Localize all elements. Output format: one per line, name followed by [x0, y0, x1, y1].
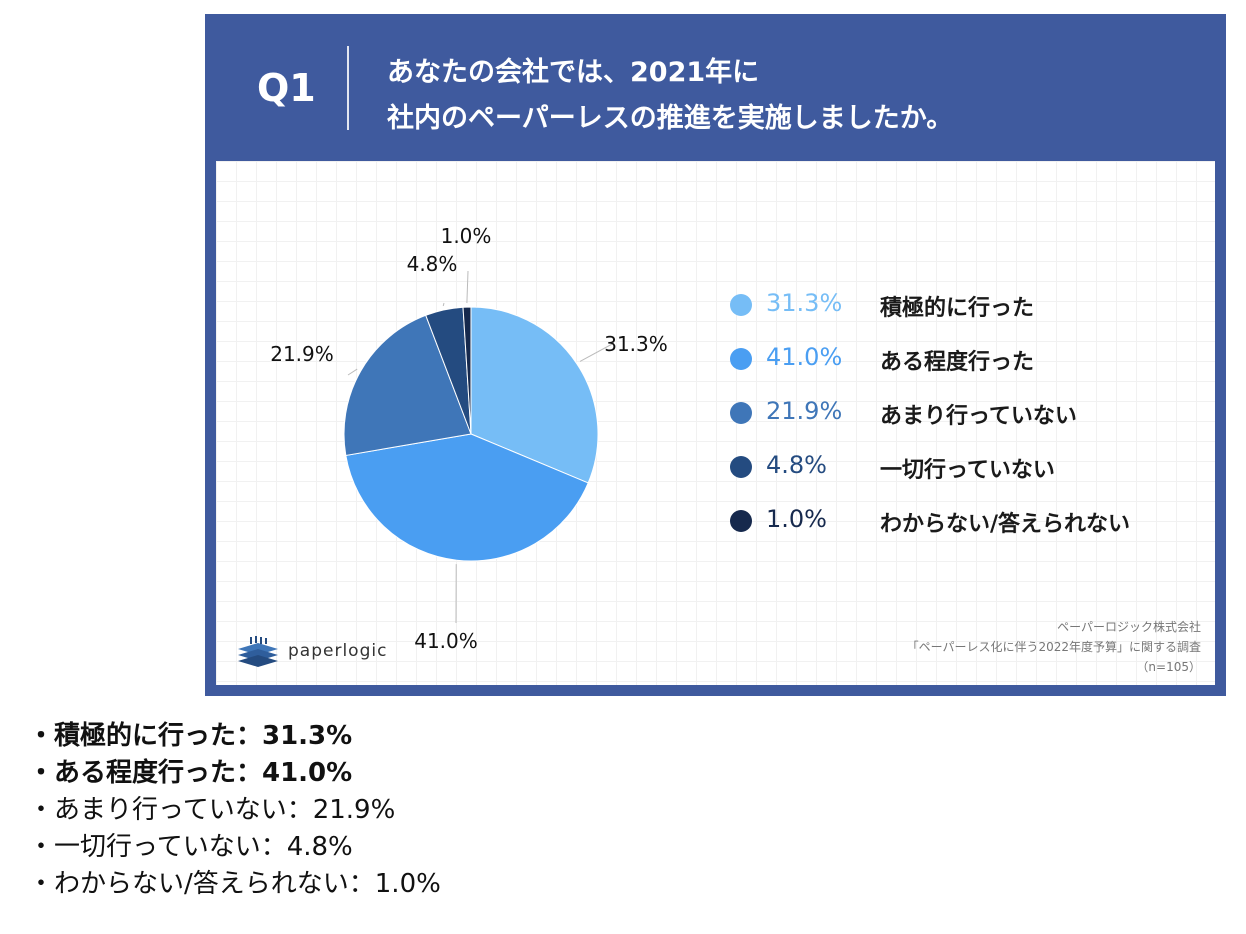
- pie-label-2: 41.0%: [414, 629, 478, 653]
- pie-slice-1: [470, 306, 599, 484]
- pie-label-3: 21.9%: [270, 342, 334, 366]
- summary-item-5: ・わからない/答えられない：1.0%: [28, 869, 441, 899]
- legend-value-5: 1.0%: [766, 505, 827, 533]
- legend-value-2: 41.0%: [766, 343, 843, 371]
- pie-label-5: 1.0%: [441, 224, 492, 248]
- source-note: ペーパーロジック株式会社 「ペーパーレス化に伴う2022年度予算」に関する調査 …: [907, 617, 1201, 677]
- paperlogic-layers-icon: [238, 636, 278, 667]
- pie-slice-2: [345, 433, 589, 562]
- legend-label-2: ある程度行った: [880, 350, 1035, 375]
- chart-panel: 31.3% 41.0% 21.9% 4.8% 1.0% 31.3% 積極的に行った 41.0…: [216, 161, 1215, 685]
- question-title-line-2: 社内のペーパーレスの推進を実施しましたか。: [387, 103, 954, 134]
- source-sample-size: （n=105）: [1136, 660, 1201, 674]
- pie-label-1: 31.3%: [604, 332, 668, 356]
- source-survey: 「ペーパーレス化に伴う2022年度予算」に関する調査: [906, 640, 1201, 654]
- legend-swatch-4: [730, 456, 752, 478]
- legend-swatch-1: [730, 294, 752, 316]
- survey-card: Q1 あなたの会社では、2021年に 社内のペーパーレスの推進を実施しましたか。…: [205, 14, 1226, 696]
- legend-swatch-2: [730, 348, 752, 370]
- header-divider: [347, 46, 349, 130]
- leader-line-1: [579, 342, 615, 362]
- pie-slice-3: [343, 314, 472, 457]
- summary-item-1: ・積極的に行った：31.3%: [28, 721, 353, 751]
- logo-wordmark: paperlogic: [288, 641, 388, 661]
- legend-value-1: 31.3%: [766, 289, 843, 317]
- question-title: あなたの会社では、2021年に 社内のペーパーレスの推進を実施しましたか。: [387, 50, 953, 142]
- leader-line-3: [347, 368, 358, 376]
- question-title-line-1: あなたの会社では、2021年に: [387, 57, 760, 88]
- summary-item-3: ・あまり行っていない：21.9%: [28, 795, 396, 825]
- question-number: Q1: [257, 66, 316, 110]
- pie-chart: 31.3% 41.0% 21.9% 4.8% 1.0%: [270, 224, 668, 653]
- legend-label-4: 一切行っていない: [880, 458, 1055, 483]
- summary-item-4: ・一切行っていない：4.8%: [28, 832, 353, 862]
- pie-slice-5: [462, 306, 472, 435]
- legend-swatch-5: [730, 510, 752, 532]
- legend-label-1: 積極的に行った: [880, 296, 1035, 321]
- legend-swatch-3: [730, 402, 752, 424]
- summary-list: ・積極的に行った：31.3% ・ある程度行った：41.0% ・あまり行っていない：2…: [28, 718, 441, 903]
- paperlogic-logo: paperlogic: [234, 635, 386, 673]
- leader-line-4: [442, 302, 445, 307]
- leader-line-5: [466, 270, 469, 304]
- legend-label-5: わからない/答えられない: [880, 512, 1131, 537]
- source-company: ペーパーロジック株式会社: [1057, 620, 1201, 634]
- pie-label-4: 4.8%: [407, 252, 458, 276]
- summary-item-2: ・ある程度行った：41.0%: [28, 758, 353, 788]
- legend-value-4: 4.8%: [766, 451, 827, 479]
- legend-label-3: あまり行っていない: [880, 404, 1077, 429]
- legend-value-3: 21.9%: [766, 397, 843, 425]
